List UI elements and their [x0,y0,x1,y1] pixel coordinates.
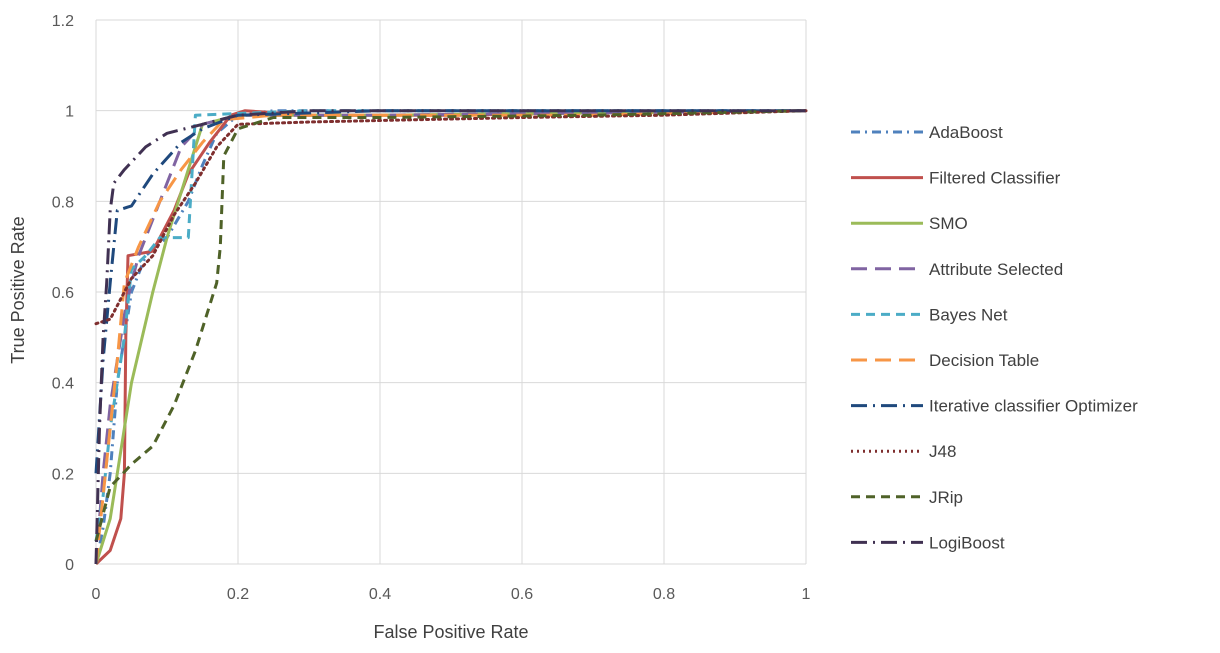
y-tick-label: 0.2 [52,466,74,483]
x-axis-title: False Positive Rate [373,622,528,642]
series-line-logiboost [94,109,806,565]
x-tick-label: 0.4 [369,586,391,603]
legend-label: Bayes Net [929,305,1008,324]
y-tick-label: 0 [65,557,74,574]
y-tick-label: 0.4 [52,376,74,393]
y-tick-label: 1 [65,104,74,121]
legend-item: Decision Table [851,351,1039,370]
x-tick-label: 0 [92,586,101,603]
legend-item: Attribute Selected [851,260,1063,279]
legend-label: Decision Table [929,351,1039,370]
y-axis-title: True Positive Rate [8,216,28,363]
legend-item: JRip [851,488,963,507]
x-tick-label: 0.8 [653,586,675,603]
y-tick-label: 1.2 [52,13,74,30]
legend-item: Filtered Classifier [851,169,1061,188]
legend-label: Iterative classifier Optimizer [929,397,1138,416]
x-tick-label: 0.2 [227,586,249,603]
x-tick-label: 1 [802,586,811,603]
legend-label: JRip [929,488,963,507]
y-tick-label: 0.8 [52,194,74,211]
y-tick-label: 0.6 [52,285,74,302]
legend-label: Filtered Classifier [929,169,1061,188]
legend-item: LogiBoost [851,533,1005,552]
axes: False Positive Rate True Positive Rate 0… [8,13,811,642]
series-line-filtered-classifier [94,109,807,566]
series-line-decision-table [94,109,807,565]
legend-item: Iterative classifier Optimizer [851,397,1138,416]
legend-label: AdaBoost [929,123,1003,142]
legend-label: J48 [929,442,956,461]
legend-item: AdaBoost [851,123,1003,142]
series-line-adaboost [94,109,806,565]
series-line-jrip [94,109,807,542]
x-tick-label: 0.6 [511,586,533,603]
legend-label: LogiBoost [929,533,1005,552]
legend-label: Attribute Selected [929,260,1063,279]
plot-area [94,109,808,566]
series-line-attribute-selected [94,109,807,565]
grid [95,19,807,565]
legend-item: SMO [851,214,968,233]
series-line-smo [94,109,807,565]
legend-item: J48 [851,442,956,461]
legend: AdaBoost Filtered Classifier SMO Attribute … [851,123,1138,552]
legend-item: Bayes Net [851,305,1008,324]
legend-label: SMO [929,214,968,233]
